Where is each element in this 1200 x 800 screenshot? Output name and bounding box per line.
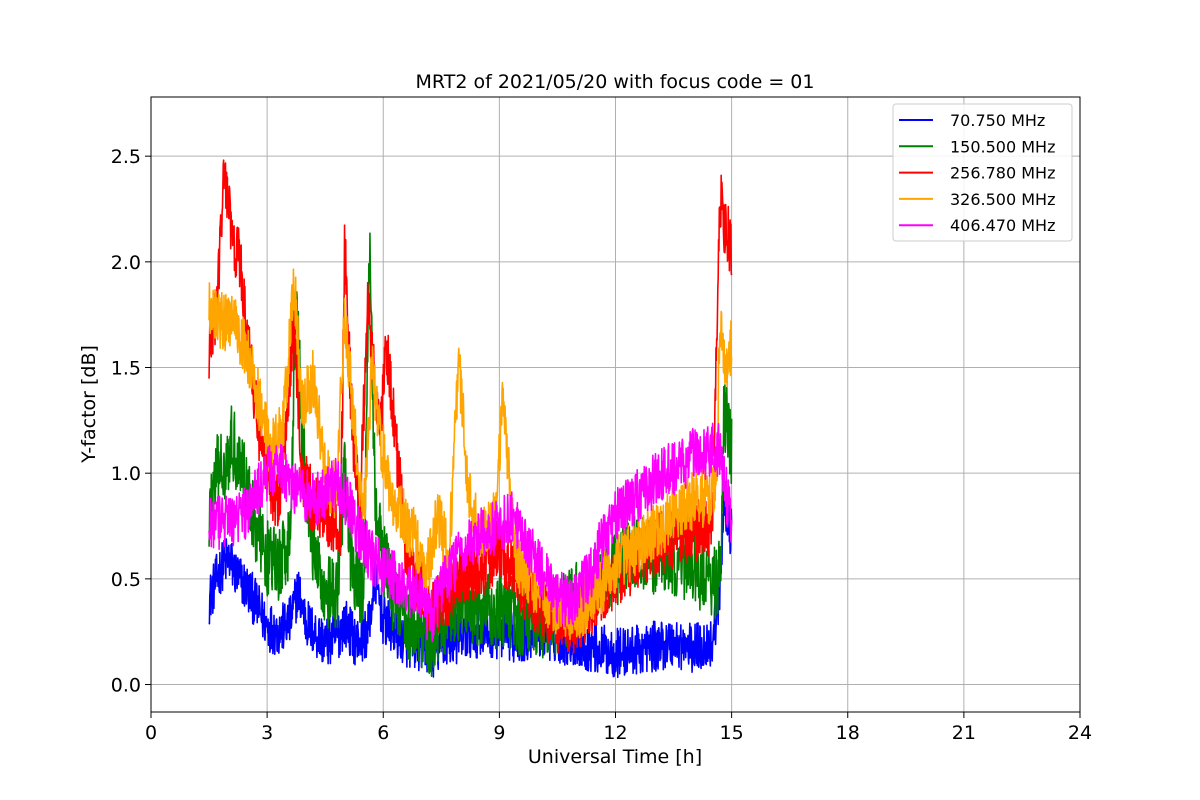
series-line: [208, 268, 733, 641]
x-tick-label: 18: [836, 722, 860, 744]
x-tick-label: 9: [493, 722, 505, 744]
x-tick-label: 12: [603, 722, 627, 744]
x-tick-label: 6: [377, 722, 389, 744]
x-axis: 0 3 6 9 12 15 18 21 24: [145, 712, 1092, 744]
y-tick-label: 0.5: [111, 569, 141, 591]
x-tick-label: 3: [261, 722, 273, 744]
y-tick-label: 1.5: [111, 358, 141, 380]
y-tick-label: 2.5: [111, 146, 141, 168]
legend-entry-label: 326.500 MHz: [950, 190, 1055, 209]
y-tick-label: 2.0: [111, 252, 141, 274]
chart-title: MRT2 of 2021/05/20 with focus code = 01: [416, 71, 815, 93]
legend: 70.750 MHz 150.500 MHz 256.780 MHz 326.500 …: [892, 103, 1073, 242]
plot-area: [208, 159, 733, 679]
legend-entry-label: 150.500 MHz: [950, 137, 1055, 156]
x-tick-label: 24: [1068, 722, 1092, 744]
legend-entry-label: 70.750 MHz: [950, 111, 1045, 130]
y-axis: 0.0 0.5 1.0 1.5 2.0 2.5: [111, 146, 151, 697]
y-tick-label: 0.0: [111, 675, 141, 697]
legend-entry-label: 256.780 MHz: [950, 164, 1055, 183]
legend-entry-label: 406.470 MHz: [950, 216, 1055, 235]
x-tick-label: 15: [720, 722, 744, 744]
series-line: [208, 481, 733, 679]
series-line: [208, 422, 733, 643]
y-tick-label: 1.0: [111, 463, 141, 485]
x-tick-label: 0: [145, 722, 157, 744]
y-axis-label: Y-factor [dB]: [78, 345, 100, 464]
x-tick-label: 21: [952, 722, 976, 744]
series-group: [208, 159, 733, 679]
legend-box: [892, 103, 1073, 242]
x-axis-label: Universal Time [h]: [528, 746, 702, 768]
